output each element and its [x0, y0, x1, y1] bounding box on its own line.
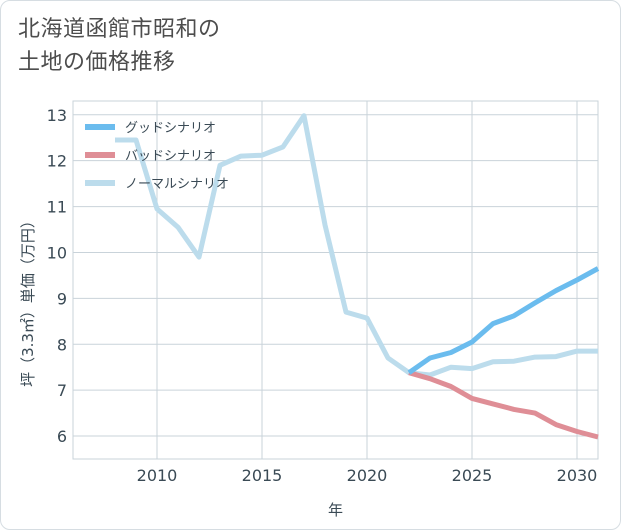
x-tick-label: 2025 [452, 466, 493, 485]
x-axis-title: 年 [328, 501, 343, 519]
legend-label: ノーマルシナリオ [125, 177, 229, 192]
y-tick-label: 12 [47, 152, 67, 171]
y-tick-label: 11 [47, 198, 67, 217]
legend-label: グッドシナリオ [125, 121, 216, 136]
x-tick-label: 2010 [137, 466, 178, 485]
y-tick-label: 9 [57, 289, 67, 308]
x-tick-label: 2015 [242, 466, 283, 485]
y-tick-label: 10 [47, 243, 67, 262]
y-tick-label: 6 [57, 427, 67, 446]
chart-title: 北海道函館市昭和の 土地の価格推移 [18, 17, 221, 75]
x-tick-label: 2030 [557, 466, 598, 485]
series-line [115, 113, 598, 378]
y-tick-label: 8 [57, 335, 67, 354]
tick-labels: 6 7 8 9 10 11 12 13 2010 2015 2020 2025 2030 [47, 106, 598, 485]
plot-frame [72, 100, 599, 460]
grid [72, 100, 599, 460]
series-line [407, 266, 600, 375]
series-lines [115, 113, 600, 440]
y-tick-label: 7 [57, 381, 67, 400]
series-line [408, 370, 599, 440]
x-tick-label: 2020 [347, 466, 388, 485]
legend-label: バッドシナリオ [125, 149, 216, 164]
y-axis-title: 坪（3.3㎡）単価（万円） [19, 213, 37, 387]
y-tick-label: 13 [47, 106, 67, 125]
